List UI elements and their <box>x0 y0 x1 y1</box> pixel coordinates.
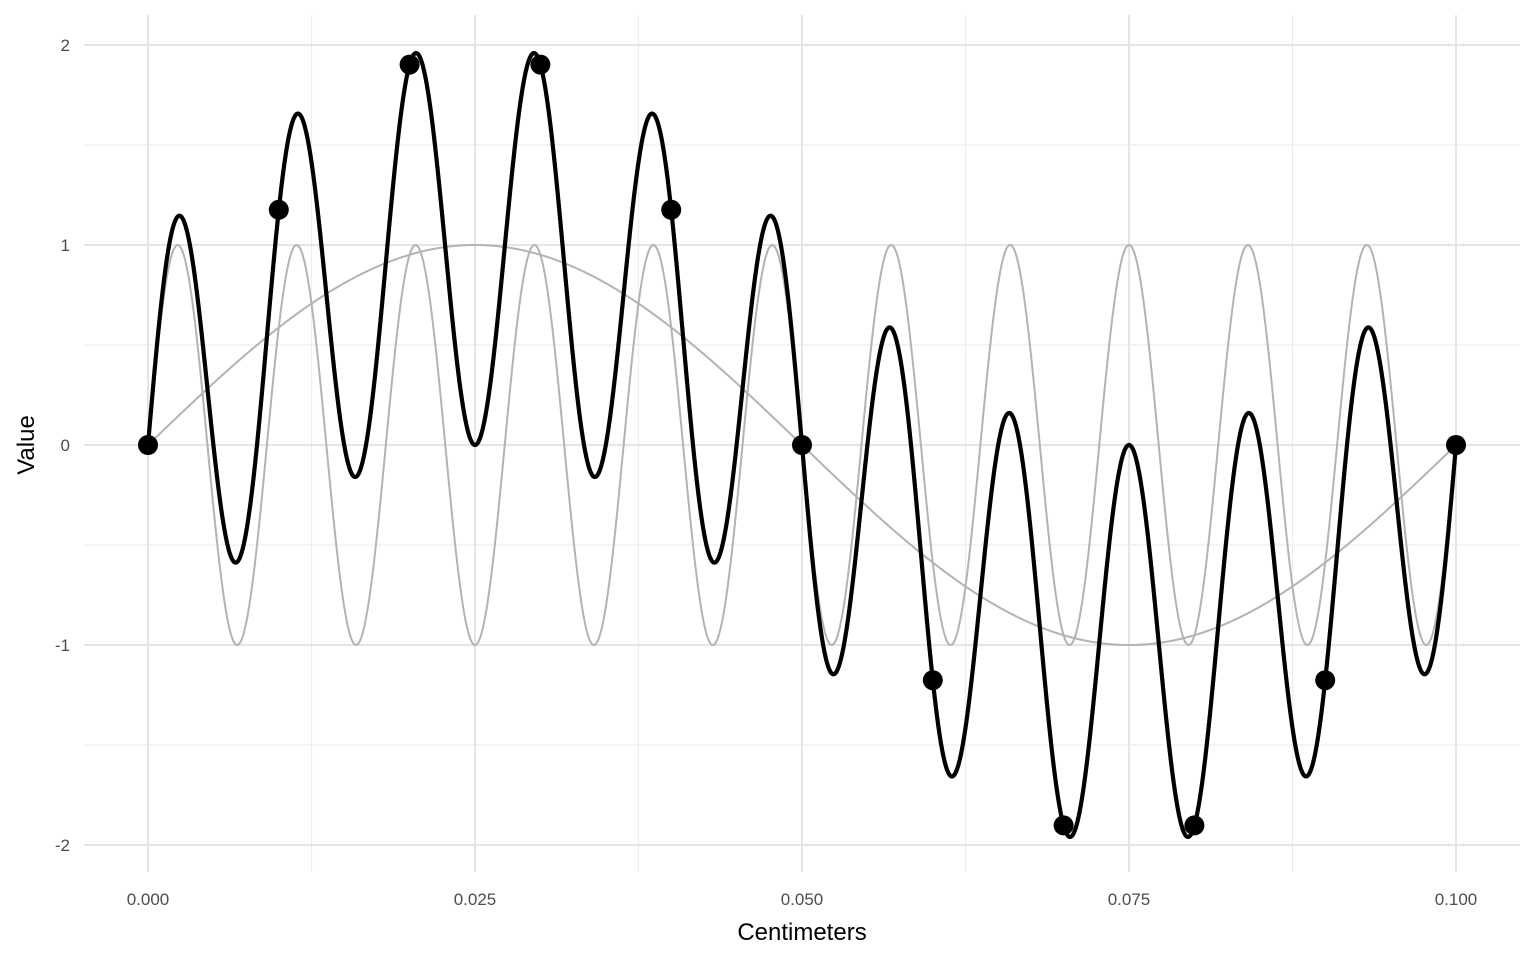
y-tick-label: -1 <box>55 636 70 655</box>
x-tick-label: 0.025 <box>454 890 497 909</box>
sample-point <box>1446 435 1466 455</box>
y-tick-label: 0 <box>61 436 70 455</box>
sample-point <box>399 54 420 75</box>
x-tick-label: 0.100 <box>1435 890 1478 909</box>
sample-point <box>1053 815 1074 836</box>
y-axis-title: Value <box>13 415 40 475</box>
sample-point <box>268 199 289 220</box>
y-axis-ticks: -2 -1 0 1 2 <box>55 36 70 855</box>
x-tick-label: 0.050 <box>781 890 824 909</box>
sample-point <box>792 435 812 455</box>
sample-point <box>1184 815 1205 836</box>
y-tick-label: -2 <box>55 836 70 855</box>
sample-point <box>1315 670 1336 691</box>
x-tick-label: 0.075 <box>1108 890 1151 909</box>
sample-point <box>530 54 551 75</box>
y-tick-label: 2 <box>61 36 70 55</box>
sample-point <box>661 199 682 220</box>
sample-point <box>138 435 158 455</box>
y-tick-label: 1 <box>61 236 70 255</box>
x-tick-label: 0.000 <box>127 890 170 909</box>
sample-point <box>922 670 943 691</box>
sample-points <box>138 54 1466 836</box>
x-axis-ticks: 0.000 0.025 0.050 0.075 0.100 <box>127 890 1478 909</box>
x-axis-title: Centimeters <box>737 919 866 946</box>
